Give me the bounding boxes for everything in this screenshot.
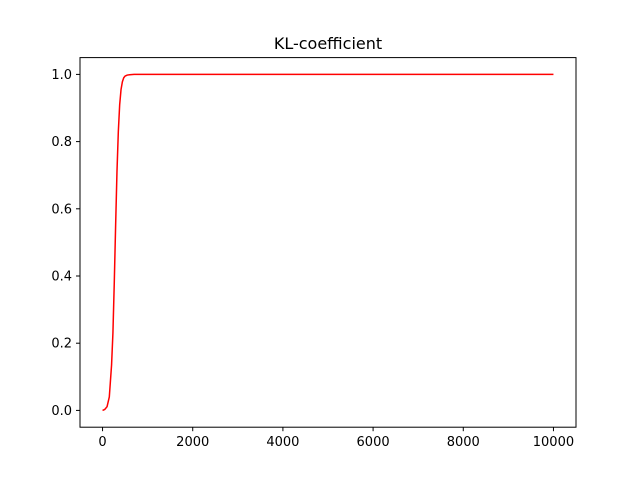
y-tick-label: 0.8 (51, 135, 72, 150)
x-tick-label: 0 (98, 435, 106, 450)
x-tick-label: 2000 (176, 435, 209, 450)
series-line-0 (102, 73, 554, 412)
y-tick-label: 0.0 (51, 404, 72, 419)
y-tick-label: 0.4 (51, 270, 72, 285)
plot-area (79, 57, 577, 428)
x-tick-label: 8000 (447, 435, 480, 450)
x-tick-label: 10000 (533, 435, 574, 450)
y-tick-label: 0.2 (51, 337, 72, 352)
x-axis: 0 2000 4000 6000 8000 10000 (98, 427, 574, 450)
y-tick-label: 0.6 (51, 202, 72, 217)
y-tick-label: 1.0 (51, 68, 72, 83)
x-tick-label: 4000 (266, 435, 299, 450)
x-tick-label: 6000 (357, 435, 390, 450)
y-axis: 0.0 0.2 0.4 0.6 0.8 1.0 (51, 68, 80, 419)
series-layer (102, 73, 554, 412)
chart-title: KL-coefficient (274, 34, 382, 53)
